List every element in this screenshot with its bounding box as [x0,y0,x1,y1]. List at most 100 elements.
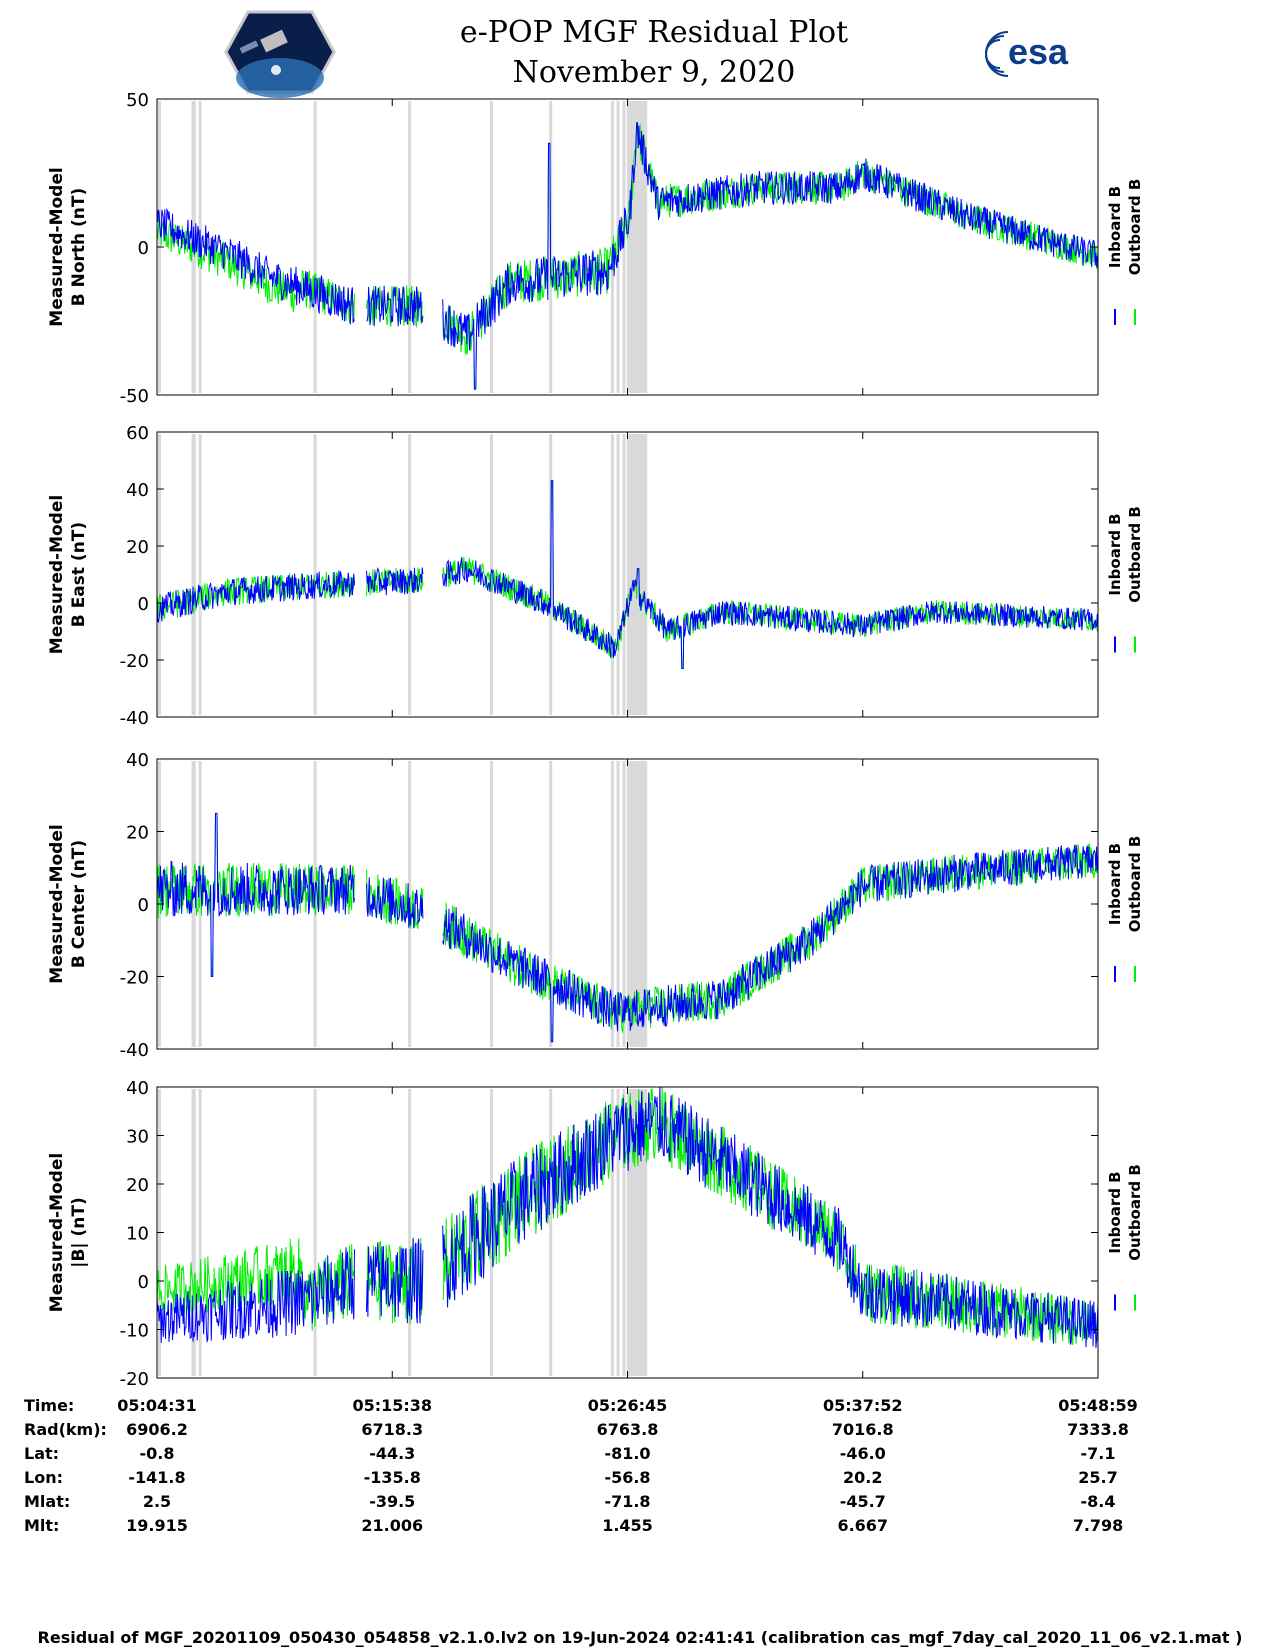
y-axis-label: Measured-Model [47,824,67,983]
table-cell: -141.8 [128,1468,185,1487]
gap-band [313,434,317,715]
legend-label: Outboard B [1126,1164,1144,1261]
table-row-label: Rad(km): [24,1420,107,1439]
y-tick-label: 40 [126,480,149,501]
gap-band [191,434,196,715]
legend-label: Inboard B [1106,186,1124,268]
data-gaps [158,101,648,393]
table-cell: -8.4 [1081,1492,1116,1511]
table-cell: 19.915 [126,1516,188,1535]
table-cell: 7.798 [1073,1516,1124,1535]
table-cell: 6718.3 [361,1420,423,1439]
y-axis-label: Measured-Model [47,495,67,654]
gap-band [549,761,553,1047]
table-cell: -81.0 [604,1444,650,1463]
inboard-b-line [157,812,1098,1043]
chart-date: November 9, 2020 [513,55,796,90]
table-cell: 20.2 [843,1468,882,1487]
y-tick-label: -20 [120,968,149,989]
y-tick-label: 50 [126,90,149,111]
table-cell: 05:15:38 [352,1396,432,1415]
y-axis-label: B North (nT) [69,188,89,307]
table-cell: -46.0 [840,1444,886,1463]
y-tick-label: 0 [138,238,149,259]
gap-band [622,761,626,1047]
table-row-label: Time: [24,1396,74,1415]
y-tick-label: 60 [126,423,149,444]
gap-band [616,761,620,1047]
legend-label: Inboard B [1106,513,1124,595]
table-cell: -56.8 [604,1468,650,1487]
table-cell: 21.006 [361,1516,423,1535]
gap-band [313,101,317,393]
y-axis-label: B East (nT) [69,522,89,627]
gap-band [616,1089,620,1376]
gap-band [408,1089,412,1376]
gap-band [626,761,648,1047]
y-tick-label: 40 [126,750,149,771]
table-cell: -135.8 [364,1468,421,1487]
gap-band [610,434,614,715]
panel-2: -40 -20 0 20 40 60 Measured-Model B East (nT) In… [47,423,1144,729]
gap-band [198,434,202,715]
y-tick-label: -50 [120,386,149,407]
legend-label: Outboard B [1126,506,1144,603]
gap-band [489,1089,493,1376]
legend-label: Inboard B [1106,843,1124,925]
gap-band [191,1089,196,1376]
gap-band [158,434,162,715]
gap-band [622,1089,626,1376]
legend-label: Inboard B [1106,1171,1124,1253]
panel-4: -20 -10 0 10 20 30 40 Measured-Model |B| (nT) Inb… [47,1078,1144,1390]
table-row-label: Mlt: [24,1516,59,1535]
gap-band [313,1089,317,1376]
gap-band [622,101,626,393]
panel-3: -40 -20 0 20 40 Measured-Model B Center (nT) In… [47,750,1144,1061]
gap-band [610,761,614,1047]
y-tick-label: 20 [126,537,149,558]
table-cell: -45.7 [840,1492,886,1511]
gap-band [626,1089,648,1376]
esa-logo: esa [985,31,1069,77]
table-cell: -44.3 [369,1444,415,1463]
y-tick-label: -40 [120,708,149,729]
gap-band [191,761,196,1047]
footer-note: Residual of MGF_20201109_050430_054858_v… [38,1628,1243,1647]
table-cell: 7016.8 [832,1420,894,1439]
y-tick-label: -20 [120,1369,149,1390]
legend-label: Outboard B [1126,836,1144,933]
y-axis-label: Measured-Model [47,167,67,326]
y-tick-label: 20 [126,823,149,844]
table-cell: -71.8 [604,1492,650,1511]
table-row-label: Lon: [24,1468,63,1487]
table-cell: -7.1 [1081,1444,1116,1463]
y-axis-label: Measured-Model [47,1153,67,1312]
gap-band [489,101,493,393]
esa-logo-text: esa [1008,31,1069,72]
table-cell: -39.5 [369,1492,415,1511]
y-tick-label: 10 [126,1224,149,1245]
chart-title: e-POP MGF Residual Plot [460,15,848,50]
table-cell: 05:48:59 [1058,1396,1138,1415]
inboard-b-line [157,480,1098,669]
gap-band [198,761,202,1047]
y-tick-label: 20 [126,1175,149,1196]
y-axis-label: |B| (nT) [69,1197,89,1268]
table-cell: 05:04:31 [117,1396,197,1415]
inboard-b-line [157,1087,1098,1348]
gap-band [489,761,493,1047]
gap-band [408,101,412,393]
table-cell: 05:37:52 [823,1396,903,1415]
y-tick-label: 0 [138,1272,149,1293]
legend-label: Outboard B [1126,179,1144,276]
table-cell: 7333.8 [1067,1420,1129,1439]
gap-band [549,1089,553,1376]
panel-1: -50 0 50 Measured-Model B North (nT) Inboard … [47,90,1144,407]
gap-band [198,1089,202,1376]
inboard-b-line [157,122,1098,390]
y-tick-label: 40 [126,1078,149,1099]
y-tick-label: 30 [126,1127,149,1148]
y-tick-label: -40 [120,1040,149,1061]
